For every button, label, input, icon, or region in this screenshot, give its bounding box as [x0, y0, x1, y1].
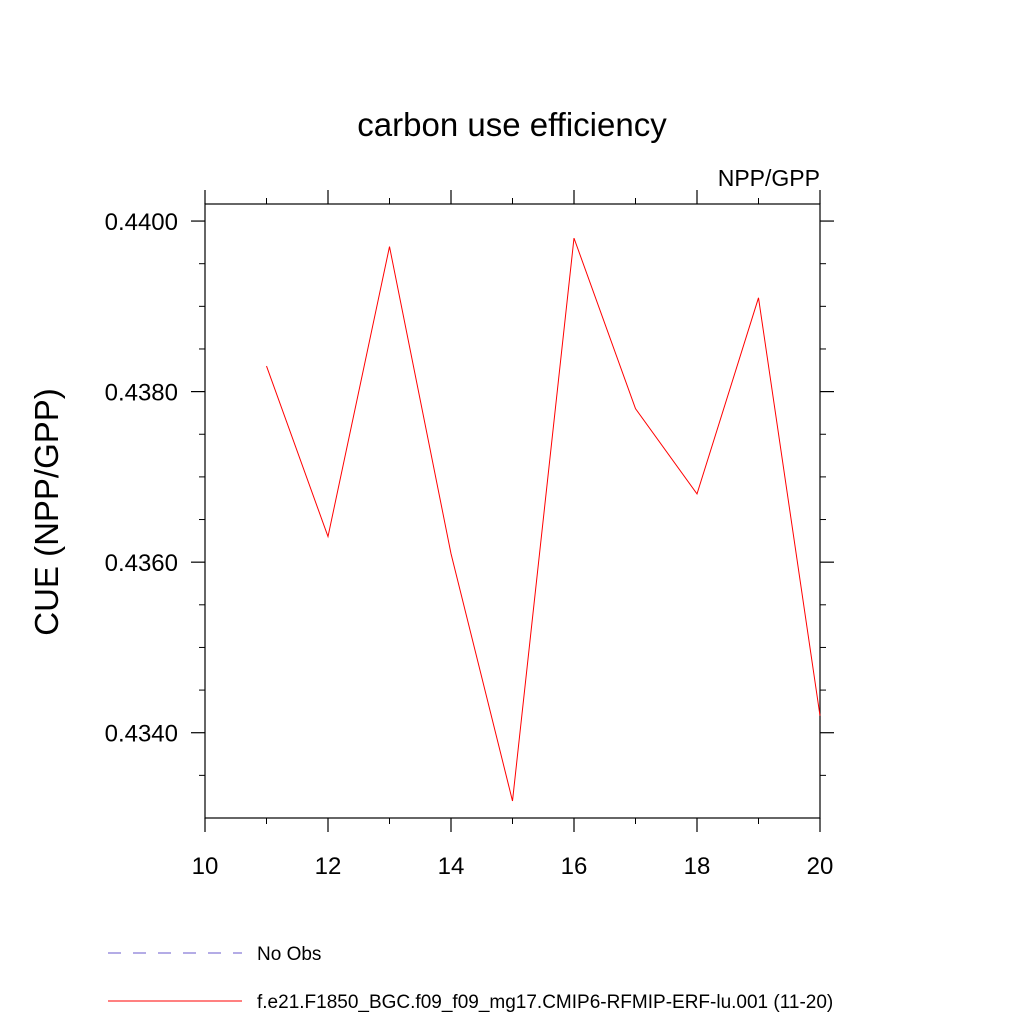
series-line [266, 237, 821, 802]
y-tick-label: 0.4380 [105, 380, 178, 407]
legend-label: f.e21.F1850_BGC.f09_f09_mg17.CMIP6-RFMIP… [257, 992, 833, 1013]
chart-subtitle: NPP/GPP [718, 165, 820, 191]
x-tick-label: 14 [438, 853, 465, 880]
chart-title: carbon use efficiency [357, 106, 667, 143]
plot-frame [204, 203, 821, 819]
x-tick-label: 12 [315, 853, 342, 880]
y-tick-label: 0.4360 [105, 550, 178, 577]
legend-label: No Obs [257, 944, 321, 965]
x-tick-label: 18 [684, 853, 711, 880]
x-tick-label: 20 [807, 853, 834, 880]
x-tick-label: 10 [192, 853, 219, 880]
y-tick-label: 0.4400 [105, 209, 178, 236]
y-axis-label: CUE (NPP/GPP) [28, 388, 65, 636]
x-tick-label: 16 [561, 853, 588, 880]
y-tick-label: 0.4340 [105, 721, 178, 748]
